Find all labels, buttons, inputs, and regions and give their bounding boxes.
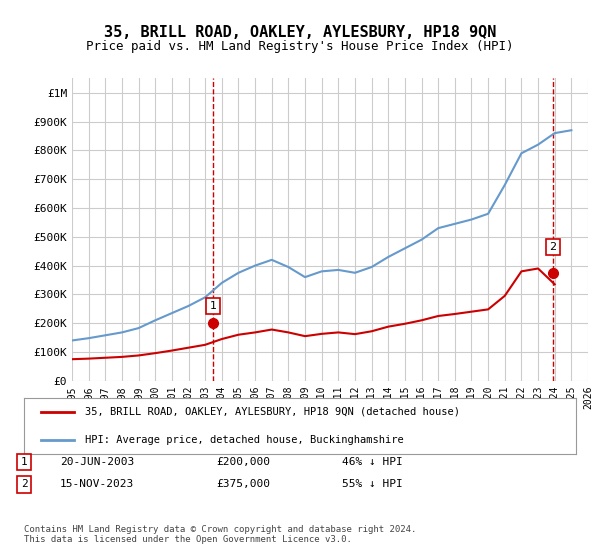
Text: £375,000: £375,000 xyxy=(216,479,270,489)
Text: 15-NOV-2023: 15-NOV-2023 xyxy=(60,479,134,489)
Text: 55% ↓ HPI: 55% ↓ HPI xyxy=(342,479,403,489)
Text: 20-JUN-2003: 20-JUN-2003 xyxy=(60,457,134,467)
Text: Price paid vs. HM Land Registry's House Price Index (HPI): Price paid vs. HM Land Registry's House … xyxy=(86,40,514,53)
Text: 1: 1 xyxy=(209,301,217,311)
Text: 1: 1 xyxy=(20,457,28,467)
Text: 35, BRILL ROAD, OAKLEY, AYLESBURY, HP18 9QN (detached house): 35, BRILL ROAD, OAKLEY, AYLESBURY, HP18 … xyxy=(85,407,460,417)
Text: £200,000: £200,000 xyxy=(216,457,270,467)
Text: 2: 2 xyxy=(549,242,556,252)
Text: 46% ↓ HPI: 46% ↓ HPI xyxy=(342,457,403,467)
Text: HPI: Average price, detached house, Buckinghamshire: HPI: Average price, detached house, Buck… xyxy=(85,435,403,445)
Text: 35, BRILL ROAD, OAKLEY, AYLESBURY, HP18 9QN: 35, BRILL ROAD, OAKLEY, AYLESBURY, HP18 … xyxy=(104,25,496,40)
Text: 2: 2 xyxy=(20,479,28,489)
Text: Contains HM Land Registry data © Crown copyright and database right 2024.
This d: Contains HM Land Registry data © Crown c… xyxy=(24,525,416,544)
